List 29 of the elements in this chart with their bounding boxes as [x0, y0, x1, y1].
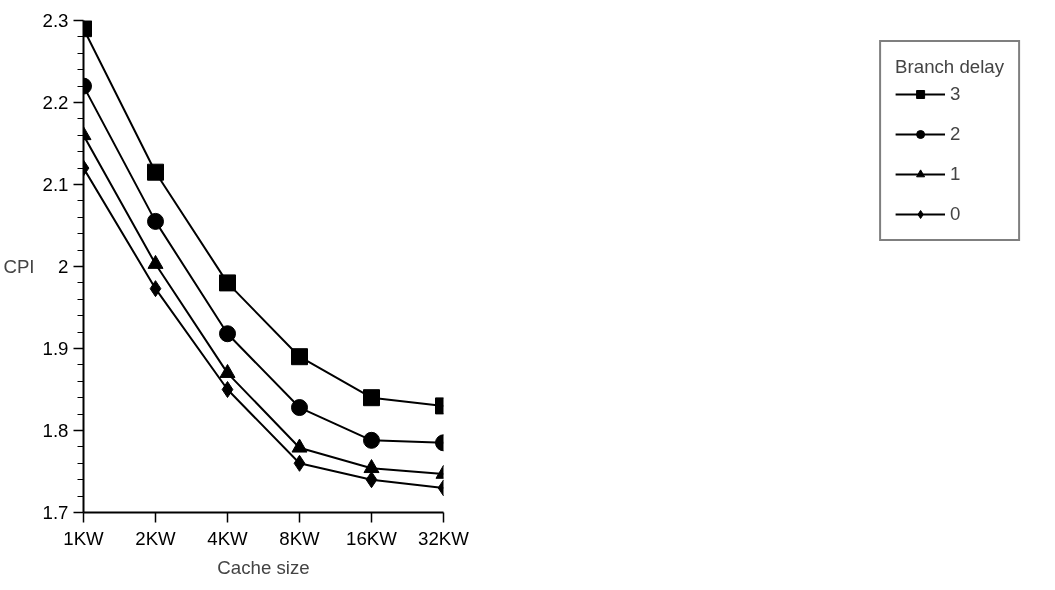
point — [293, 454, 306, 472]
y-tick-label: 1.9 — [42, 338, 69, 359]
legend-label: 1 — [950, 163, 962, 185]
x-axis-title: Cache size — [217, 556, 310, 578]
point — [363, 431, 380, 449]
y-tick-label: 2 — [58, 256, 69, 277]
y-tick-label: 2.1 — [42, 174, 69, 195]
y-tick-label: 1.7 — [42, 502, 69, 523]
y-tick-label: 2.3 — [42, 10, 69, 31]
point — [221, 381, 234, 398]
point — [291, 348, 308, 366]
legend-label: 3 — [950, 83, 962, 105]
legend-title: Branch delay — [895, 56, 1004, 78]
point — [365, 471, 378, 489]
x-tick-label: 1KW — [63, 527, 105, 549]
x-tick-label: 32KW — [418, 527, 470, 549]
y-tick-label: 2.2 — [42, 92, 69, 113]
point — [219, 274, 236, 292]
point — [291, 399, 308, 417]
y-axis-title: CPI — [3, 256, 35, 277]
x-tick-label: 8KW — [279, 527, 321, 549]
y-tick-label: 1.8 — [42, 420, 69, 441]
x-tick-label: 2KW — [135, 527, 177, 549]
x-tick-label: 16KW — [346, 527, 398, 549]
point — [363, 389, 380, 407]
point — [219, 325, 236, 343]
legend-label: 0 — [950, 203, 962, 225]
legend-label: 2 — [950, 123, 962, 145]
x-tick-label: 4KW — [207, 527, 249, 549]
